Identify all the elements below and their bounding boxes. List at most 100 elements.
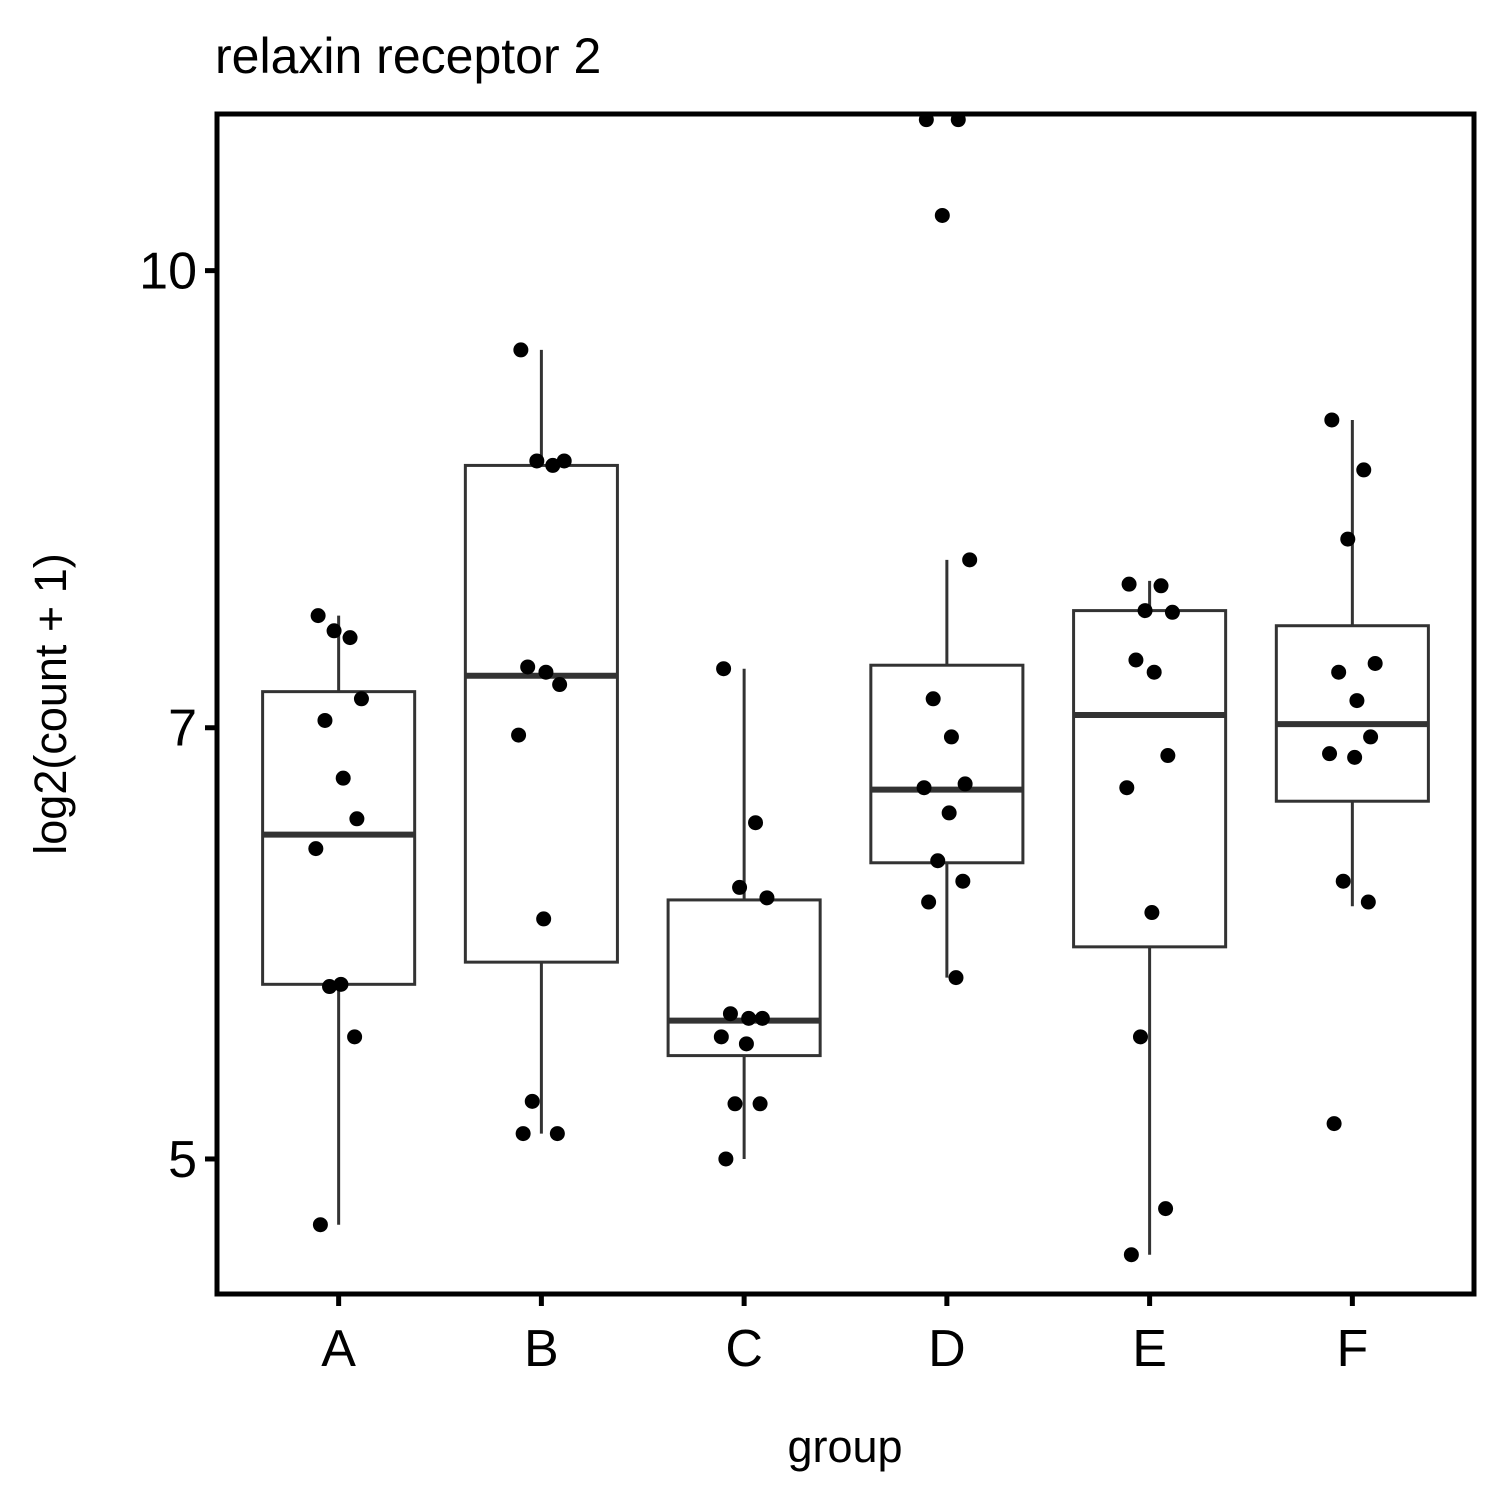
x-axis: A B C D E F [321, 1294, 1368, 1378]
data-point-B [511, 727, 527, 743]
data-point-A [308, 841, 324, 857]
box-iqr [869, 663, 1025, 865]
data-point-E [1153, 578, 1169, 594]
data-point-A [349, 811, 365, 827]
data-point-F [1356, 462, 1372, 478]
x-tick-label-A: A [321, 1320, 356, 1378]
data-point-E [1132, 1029, 1148, 1045]
data-point-D [934, 207, 950, 223]
data-point-D [930, 853, 946, 869]
y-tick-label: 7 [168, 700, 197, 758]
data-point-C [738, 1036, 754, 1052]
data-point-A [322, 979, 338, 995]
box-F [1274, 419, 1430, 907]
data-point-B [538, 664, 554, 680]
data-point-E [1137, 603, 1153, 619]
data-point-C [722, 1006, 738, 1022]
data-point-B [556, 453, 572, 469]
data-point-E [1144, 905, 1160, 921]
box-C [666, 668, 822, 1159]
data-point-F [1367, 655, 1383, 671]
data-point-F [1331, 664, 1347, 680]
data-point-F [1326, 1116, 1342, 1132]
data-point-C [741, 1010, 757, 1026]
data-point-F [1360, 894, 1376, 910]
y-tick-label: 5 [168, 1131, 197, 1189]
data-point-F [1322, 746, 1338, 762]
box-iqr [1274, 624, 1430, 803]
data-point-C [759, 890, 775, 906]
x-tick-label-F: F [1336, 1320, 1368, 1378]
y-tick-label: 10 [139, 243, 197, 301]
chart-title: relaxin receptor 2 [215, 28, 601, 84]
data-point-D [941, 805, 957, 821]
data-point-F [1324, 412, 1340, 428]
data-point-D [925, 691, 941, 707]
data-point-B [545, 457, 561, 473]
data-point-A [342, 630, 358, 646]
data-point-E [1158, 1201, 1174, 1217]
data-point-E [1160, 748, 1176, 764]
data-point-B [513, 342, 529, 358]
data-point-A [333, 976, 349, 992]
data-point-A [317, 712, 333, 728]
data-point-C [718, 1151, 734, 1167]
data-point-D [921, 894, 937, 910]
y-axis: 5 7 10 [139, 243, 217, 1189]
data-point-C [713, 1029, 729, 1045]
box-D [869, 559, 1025, 978]
boxes-layer [261, 349, 1430, 1255]
data-point-B [520, 659, 536, 675]
data-point-B [552, 677, 568, 693]
plot-frame [214, 111, 1477, 1297]
box-A [261, 615, 417, 1225]
data-point-B [529, 453, 545, 469]
data-point-D [955, 873, 971, 889]
box-E [1072, 580, 1228, 1255]
data-point-F [1347, 749, 1363, 765]
box-B [463, 349, 619, 1134]
data-point-D [962, 552, 978, 568]
points-layer [308, 112, 1383, 1263]
data-point-C [732, 879, 748, 895]
data-point-C [754, 1010, 770, 1026]
data-point-C [716, 661, 732, 677]
data-point-A [312, 1217, 328, 1233]
box-iqr [261, 690, 417, 986]
data-point-B [536, 911, 552, 927]
data-point-F [1335, 873, 1351, 889]
data-point-A [326, 623, 342, 639]
data-point-B [515, 1126, 531, 1142]
data-point-A [353, 691, 369, 707]
data-point-F [1340, 531, 1356, 547]
box-iqr [666, 898, 822, 1058]
data-point-A [310, 608, 326, 624]
data-point-E [1128, 652, 1144, 668]
box-iqr [463, 463, 619, 964]
data-point-C [752, 1096, 768, 1112]
x-tick-label-C: C [725, 1320, 763, 1378]
data-point-F [1349, 693, 1365, 709]
y-axis-title: log2(count + 1) [25, 553, 76, 854]
data-point-D [916, 780, 932, 796]
data-point-D [948, 970, 964, 986]
data-point-A [347, 1029, 363, 1045]
data-point-C [727, 1096, 743, 1112]
data-point-E [1123, 1247, 1139, 1263]
data-point-E [1164, 604, 1180, 620]
x-tick-label-D: D [928, 1320, 966, 1378]
data-point-F [1363, 729, 1379, 745]
data-point-E [1121, 576, 1137, 592]
data-point-E [1119, 780, 1135, 796]
x-tick-label-E: E [1132, 1320, 1167, 1378]
data-point-E [1146, 664, 1162, 680]
data-point-C [748, 815, 764, 831]
x-axis-title: group [787, 1421, 902, 1472]
data-point-D [943, 729, 959, 745]
data-point-A [335, 770, 351, 786]
data-point-B [549, 1126, 565, 1142]
data-point-D [957, 776, 973, 792]
data-point-B [524, 1093, 540, 1109]
x-tick-label-B: B [524, 1320, 559, 1378]
